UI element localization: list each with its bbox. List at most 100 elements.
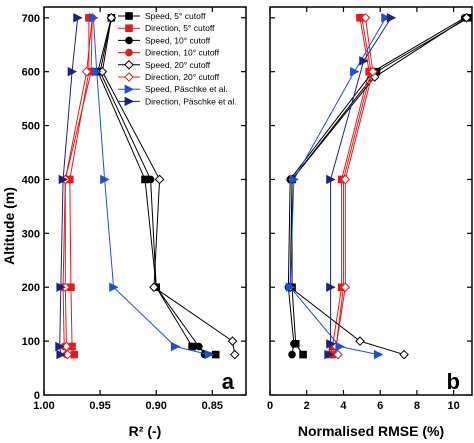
data-point xyxy=(399,349,409,360)
data-point xyxy=(195,342,203,351)
x-tick-label: 0 xyxy=(267,400,273,412)
series-b-7 xyxy=(324,13,397,360)
data-point xyxy=(146,175,155,184)
series-b-6 xyxy=(285,13,391,360)
y-tick-label: 400 xyxy=(22,174,40,186)
data-point xyxy=(170,341,181,352)
data-point xyxy=(188,342,196,351)
legend-entry: Speed, Päschke et al. xyxy=(145,84,228,94)
y-axis-label: Altitude (m) xyxy=(1,187,17,265)
y-tick-label: 700 xyxy=(22,13,40,25)
legend-marker xyxy=(124,96,135,107)
series-b-4 xyxy=(285,12,472,360)
data-point xyxy=(81,66,92,77)
x-tick-label: 0.95 xyxy=(89,400,110,412)
data-point xyxy=(109,282,119,292)
data-point xyxy=(285,282,296,292)
y-tick-label: 300 xyxy=(22,228,40,240)
data-point xyxy=(106,12,117,23)
data-point xyxy=(299,350,307,359)
plot-frame-b xyxy=(269,6,473,396)
panel-b: 0 2 4 6 8 10 Normalised RMSE (%) b xyxy=(267,6,473,439)
legend-marker xyxy=(125,36,133,45)
x-tick-label: 4 xyxy=(340,400,347,412)
legend-entry: Direction, Päschke et al. xyxy=(145,96,237,106)
y-tick-label: 500 xyxy=(22,121,40,133)
data-point xyxy=(62,349,73,360)
y-tick-label: 600 xyxy=(22,67,40,79)
legend-entry: Direction, 10° cutoff xyxy=(145,48,220,58)
x-tick-label: 1.00 xyxy=(33,400,54,412)
plot-frame-a xyxy=(43,6,247,396)
legend-entry: Speed, 5° cutoff xyxy=(145,11,206,21)
data-point xyxy=(289,174,299,185)
data-point xyxy=(55,341,65,352)
data-point xyxy=(350,66,360,77)
series-line xyxy=(330,17,370,355)
series-line xyxy=(92,17,210,356)
data-point xyxy=(100,174,110,185)
series-b-1 xyxy=(326,13,373,359)
x-tick-label: 2 xyxy=(304,400,310,412)
series-line xyxy=(289,17,467,356)
data-point xyxy=(229,349,240,360)
data-point xyxy=(56,349,66,360)
y-tick-label: 100 xyxy=(22,336,40,348)
panel-label-a: a xyxy=(222,369,235,394)
data-point xyxy=(326,339,336,349)
legend-marker xyxy=(125,12,133,20)
data-point xyxy=(461,12,472,23)
data-point xyxy=(386,13,397,23)
legend-marker xyxy=(124,84,135,94)
data-point xyxy=(97,66,108,77)
x-tick-label: 10 xyxy=(448,400,460,412)
x-axis-label-b: Normalised RMSE (%) xyxy=(298,423,444,439)
series-a-5 xyxy=(60,12,98,360)
data-point xyxy=(61,341,72,352)
legend-marker xyxy=(125,48,133,57)
data-point xyxy=(58,174,69,185)
y-tick-label: 0 xyxy=(34,390,40,402)
series-a-6 xyxy=(88,13,214,360)
data-point xyxy=(373,349,384,360)
data-point xyxy=(227,336,238,346)
data-point xyxy=(67,66,78,77)
data-point xyxy=(326,282,336,292)
data-point xyxy=(340,174,351,185)
legend: Speed, 5° cutoff Direction, 5° cutoff Spee… xyxy=(118,11,237,106)
data-point xyxy=(359,56,369,66)
legend-entry: Speed, 10° cutoff xyxy=(145,35,211,45)
data-point xyxy=(360,12,371,23)
legend-marker xyxy=(124,59,134,70)
x-axis-label-a: R² (-) xyxy=(129,423,162,439)
data-point xyxy=(204,349,214,360)
data-point xyxy=(324,349,334,360)
data-point xyxy=(92,66,102,77)
data-point xyxy=(56,282,66,292)
data-point xyxy=(355,336,365,346)
data-point xyxy=(326,174,336,185)
legend-marker xyxy=(125,24,133,32)
series-b-2 xyxy=(284,13,469,359)
data-point xyxy=(335,341,345,352)
x-tick-label: 8 xyxy=(414,400,420,412)
data-point xyxy=(368,66,378,77)
legend-entry: Speed, 20° cutoff xyxy=(145,60,211,70)
legend-entry: Direction, 20° cutoff xyxy=(145,72,220,82)
data-point xyxy=(340,282,351,293)
data-point xyxy=(288,350,296,359)
x-tick-label: 0.90 xyxy=(146,400,167,412)
x-tick-label: 0.85 xyxy=(202,400,223,412)
legend-marker xyxy=(124,72,134,82)
series-a-7 xyxy=(55,13,83,360)
data-point xyxy=(88,13,99,23)
series-a-1 xyxy=(66,13,93,359)
data-point xyxy=(73,13,83,23)
data-point xyxy=(149,282,159,293)
series-a-4 xyxy=(97,12,240,360)
legend-entry: Direction, 5° cutoff xyxy=(145,23,215,33)
y-tick-label: 200 xyxy=(22,282,40,294)
x-tick-label: 6 xyxy=(377,400,383,412)
data-point xyxy=(290,340,298,348)
